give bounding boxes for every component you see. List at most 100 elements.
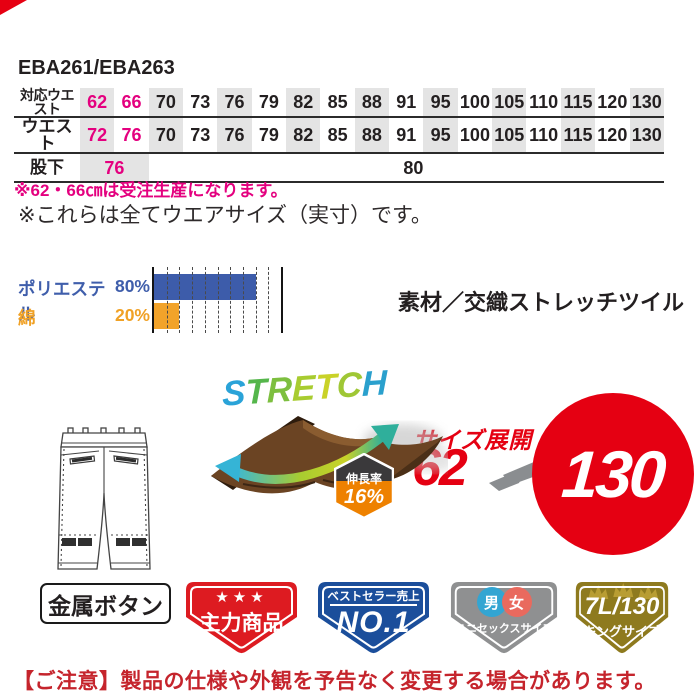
caution-note: 【ご注意】製品の仕様や外観を予告なく変更する場合があります。	[13, 670, 656, 693]
gridline	[204, 267, 206, 333]
material-percent: 20%	[114, 305, 150, 325]
gridline	[217, 267, 219, 333]
row-label: ウエスト	[14, 117, 80, 154]
cell: 110	[526, 88, 561, 118]
stars-icon: ★★★	[215, 589, 268, 606]
row-label: 対応ウエスト	[14, 88, 80, 118]
corner-triangle-marker	[0, 0, 27, 15]
cell: 100	[457, 117, 493, 154]
pocket-stitch	[71, 456, 137, 463]
cell: 110	[526, 117, 561, 154]
material-heading: 素材／交織ストレッチツイル	[398, 290, 685, 315]
table-row-waist: ウエスト 72 76 70 73 76 79 82 85 88 91 95 10…	[14, 117, 664, 154]
gridline	[192, 267, 194, 333]
fabric-swatch-graphic	[211, 416, 448, 494]
bestseller-top-label: ベストセラー売上	[327, 591, 420, 603]
fabric-highlight	[303, 420, 381, 447]
cell: 105	[492, 88, 527, 118]
arrow-head-right	[371, 424, 399, 450]
bestseller-no1: NO.1	[336, 606, 411, 639]
metal-button-feature-box: 金属ボタン	[40, 583, 171, 624]
cell: 120	[595, 88, 630, 118]
cell: 85	[320, 88, 355, 118]
cell: 73	[183, 88, 218, 118]
cell: 88	[354, 88, 390, 118]
order-production-note: ※62・66㎝は受注生産になります。	[14, 181, 288, 200]
cell: 120	[595, 117, 630, 154]
cell: 85	[320, 117, 355, 154]
cell: 105	[492, 117, 527, 154]
table-row-inseam: 股下 76 80	[14, 153, 664, 183]
gridline	[230, 267, 232, 333]
material-percent: 80%	[114, 276, 150, 296]
gender-circles: 男 女	[450, 587, 558, 617]
unisex-label: ユニセックスサイズ	[454, 623, 554, 635]
gridline	[242, 267, 244, 333]
hexagon-border	[334, 453, 394, 519]
bestseller-badge: ベストセラー売上 NO.1	[317, 581, 430, 655]
cell: 62	[80, 88, 115, 118]
material-row-polyester: ポリエステル 80%	[18, 276, 150, 326]
cell: 82	[286, 88, 321, 118]
flagship-product-badge: ★★★ 主力商品	[185, 581, 298, 655]
table-row-taio-waist: 対応ウエスト 62 66 70 73 76 79 82 85 88 91 95 …	[14, 88, 664, 118]
cell: 76	[217, 88, 252, 118]
actual-size-note: ※これらは全てウエアサイズ（実寸）です。	[18, 204, 432, 227]
elongation-value: 16%	[343, 486, 385, 508]
pants-illustration	[57, 427, 151, 570]
cell: 72	[80, 117, 115, 154]
row-label: 股下	[14, 153, 80, 183]
cell: 76	[114, 117, 149, 154]
king-size-label: キングサイズ	[583, 624, 661, 639]
cell: 88	[354, 117, 390, 154]
cell: 66	[114, 88, 149, 118]
cell: 115	[560, 88, 596, 118]
badge-shield-shape	[575, 582, 669, 654]
size-range-to: 130	[559, 437, 667, 511]
cell: 130	[629, 88, 664, 118]
gridline	[255, 267, 257, 333]
size-table: 対応ウエスト 62 66 70 73 76 79 82 85 88 91 95 …	[14, 88, 664, 183]
cell: 115	[560, 117, 596, 154]
cell: 70	[148, 88, 184, 118]
cell: 76	[217, 117, 252, 154]
female-circle: 女	[501, 587, 532, 617]
cell: 91	[389, 117, 424, 154]
cell: 130	[629, 117, 664, 154]
material-row-cotton: 綿 20%	[18, 305, 150, 330]
unisex-size-badge: 男 女 ユニセックスサイズ	[450, 581, 558, 655]
inseam-right-cell: 80	[148, 153, 664, 183]
badge-shield-shape	[186, 582, 297, 654]
feature-label: 金属ボタン	[48, 592, 163, 619]
badge-shield-shape	[318, 582, 429, 654]
stretch-arrow-icon	[231, 432, 386, 484]
cell: 79	[251, 117, 287, 154]
cell: 91	[389, 88, 424, 118]
gridline	[166, 267, 168, 333]
badge-divider	[330, 604, 417, 606]
king-size-value: 7L/130	[584, 593, 660, 620]
arrow-head-left	[215, 454, 241, 482]
cell: 73	[183, 117, 218, 154]
product-code-title: EBA261/EBA263	[18, 57, 175, 79]
cell: 95	[423, 117, 458, 154]
material-label: 綿	[18, 308, 36, 328]
elongation-hexagon-badge	[334, 453, 394, 519]
cell: 100	[457, 88, 493, 118]
inseam-left-cell: 76	[80, 153, 149, 183]
size-range-circle: 130	[532, 393, 694, 555]
material-bar-chart	[152, 267, 283, 333]
gridline	[268, 267, 270, 333]
cell: 70	[148, 117, 184, 154]
hexagon-bottom	[335, 481, 393, 518]
gridline	[179, 267, 181, 333]
king-size-badge: 7L/130 キングサイズ	[575, 581, 669, 655]
cell: 82	[286, 117, 321, 154]
cell: 79	[251, 88, 287, 118]
cell: 95	[423, 88, 458, 118]
flagship-label: 主力商品	[199, 612, 284, 635]
elongation-label: 伸長率	[345, 472, 382, 486]
material-label: ポリエステル	[18, 279, 106, 324]
crown-icon	[588, 583, 659, 599]
